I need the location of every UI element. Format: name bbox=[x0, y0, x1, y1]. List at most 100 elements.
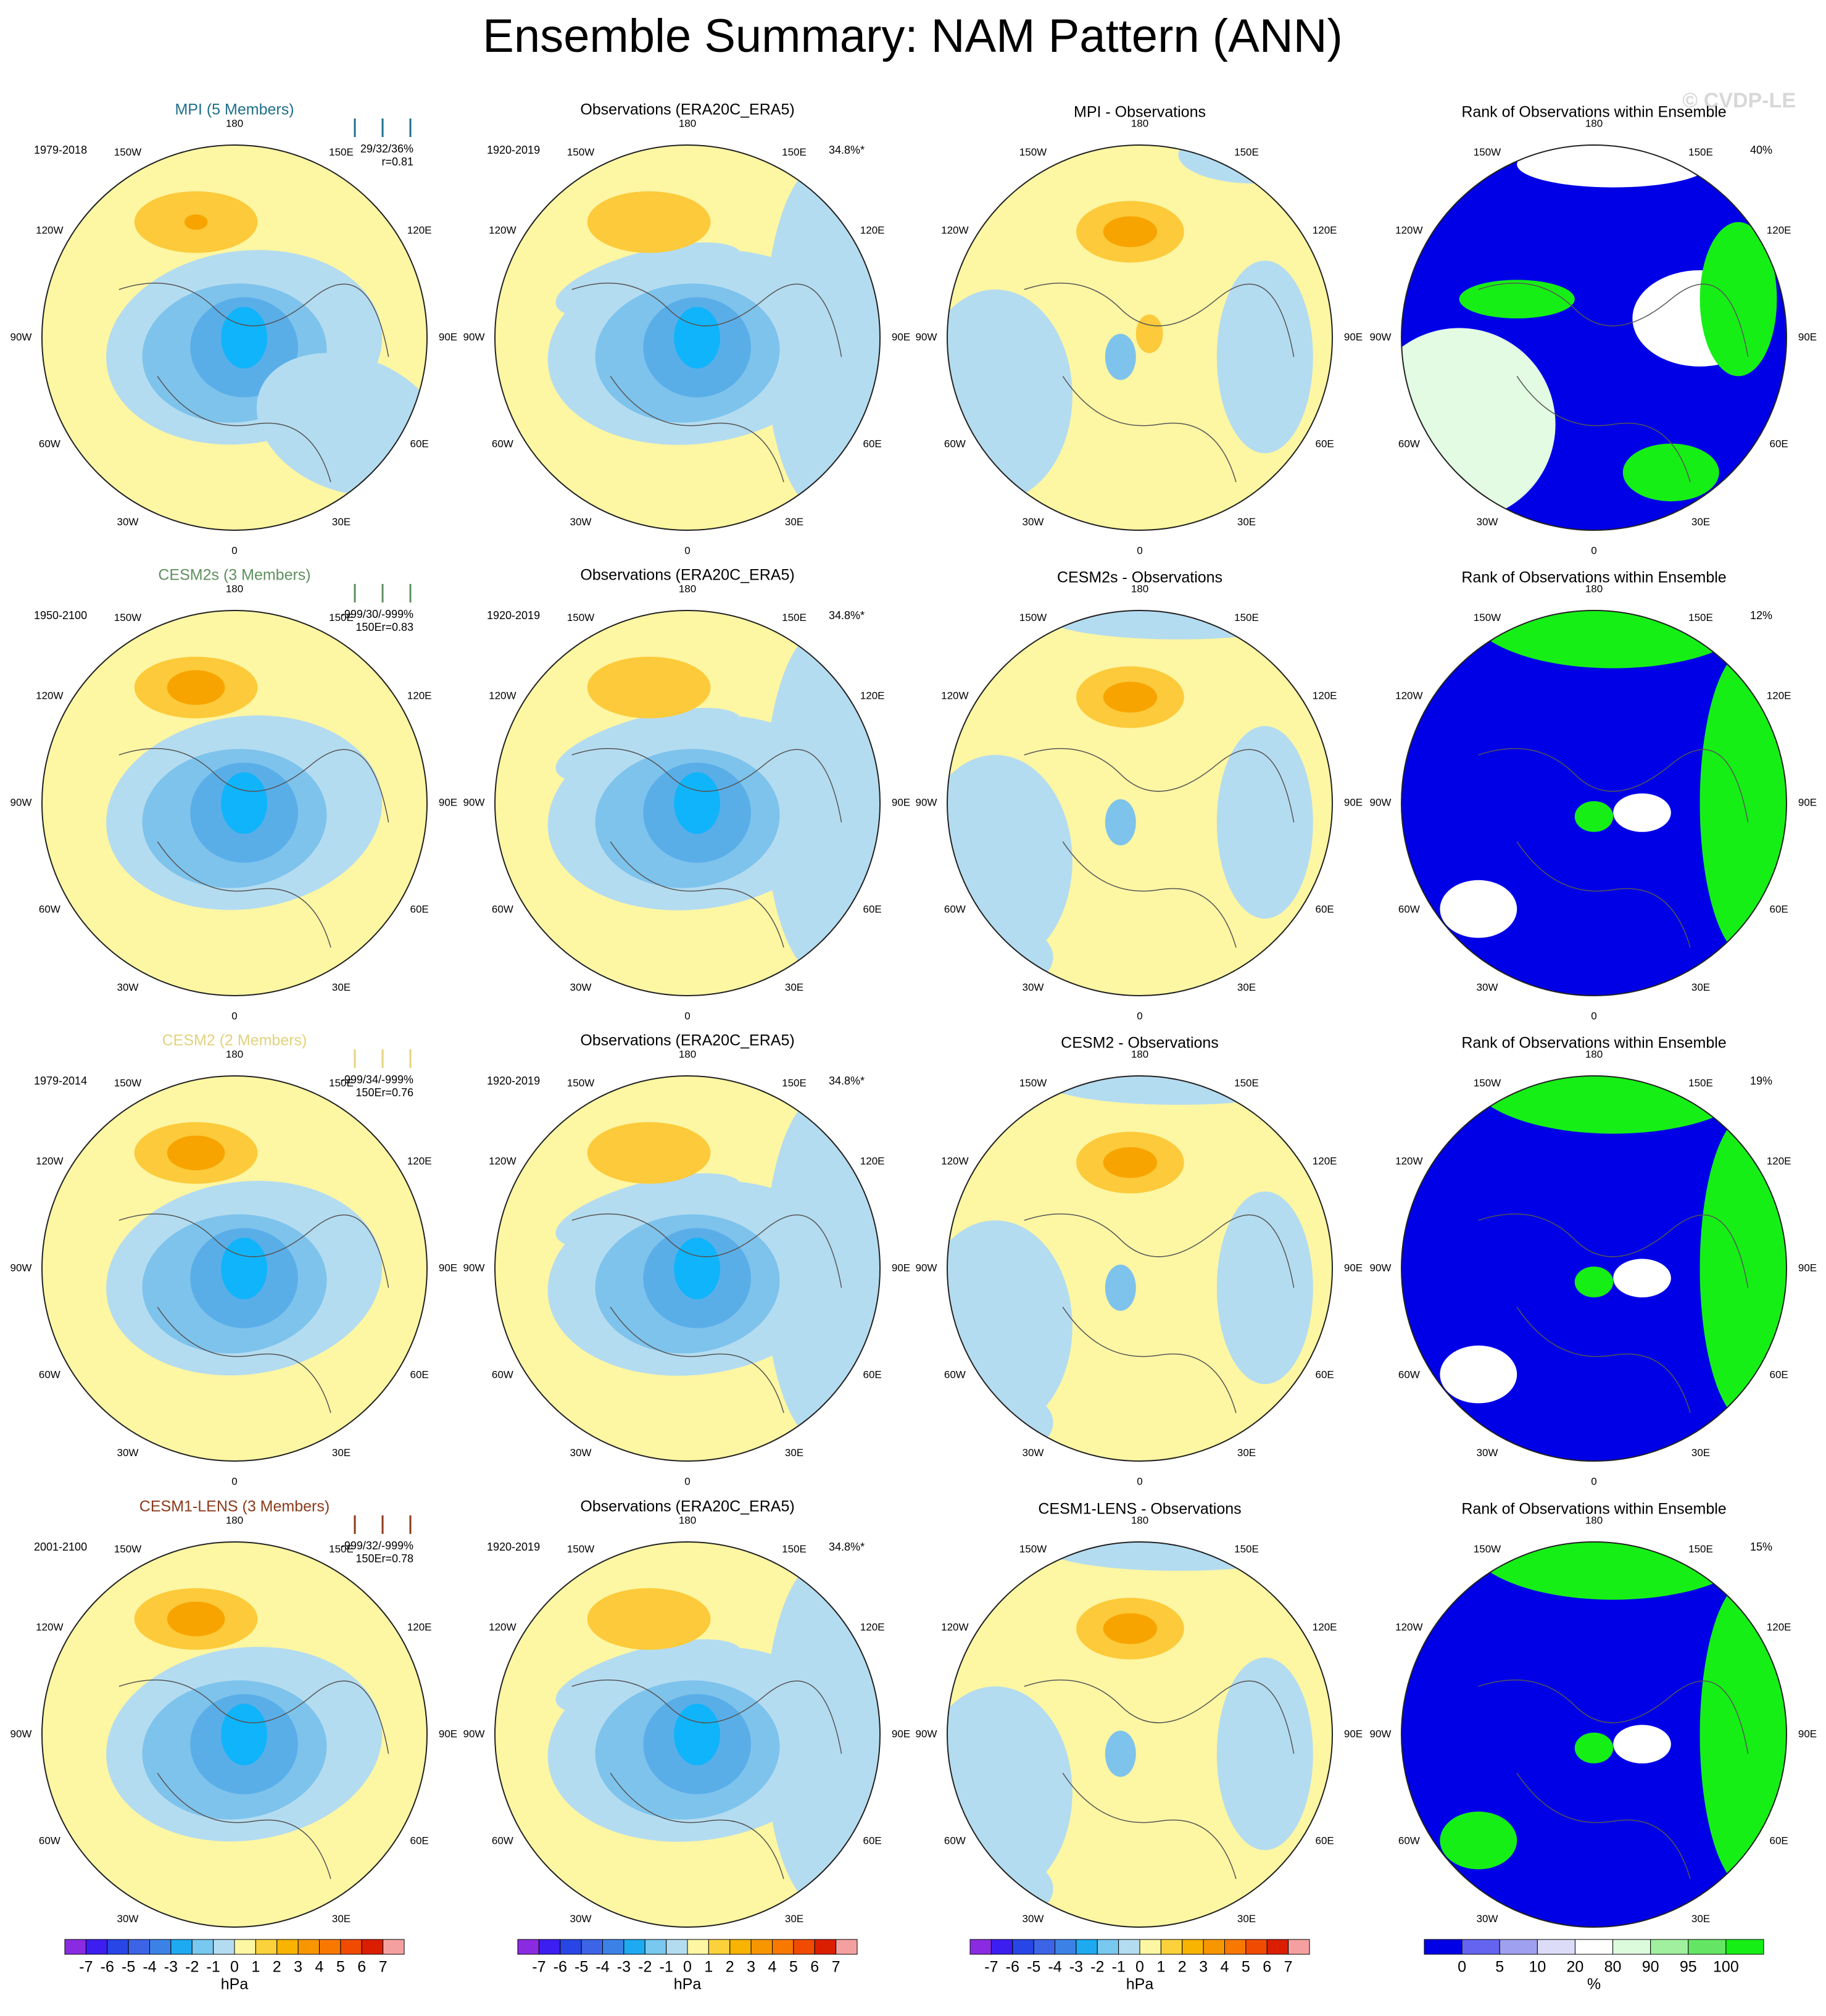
colorbar-swatch bbox=[1118, 1939, 1140, 1955]
map-label: 30W bbox=[570, 981, 592, 993]
map-label: 90W bbox=[10, 1262, 32, 1273]
map-label: 150E bbox=[1688, 1077, 1713, 1089]
map-label: 90W bbox=[916, 1262, 937, 1273]
map-label: 150W bbox=[114, 1077, 141, 1089]
field-contour bbox=[1574, 801, 1614, 832]
map-label: 150E bbox=[1688, 612, 1713, 623]
colorbar-swatch bbox=[602, 1939, 625, 1955]
map-label: 60W bbox=[1398, 1368, 1420, 1380]
map-label: 60E bbox=[410, 1368, 429, 1380]
map-label: 30E bbox=[1237, 516, 1256, 528]
map-border bbox=[947, 1075, 1333, 1462]
watermark: © CVDP-LE bbox=[1682, 89, 1796, 112]
map-label: 120E bbox=[860, 224, 885, 236]
map-border bbox=[41, 1541, 428, 1928]
colorbar-swatch bbox=[990, 1939, 1013, 1955]
field-contour bbox=[1440, 1811, 1517, 1870]
map-label: 180 bbox=[1131, 583, 1148, 594]
field-contour bbox=[947, 1220, 1073, 1433]
colorbar-swatch bbox=[708, 1939, 731, 1955]
map-label: 60W bbox=[39, 438, 60, 449]
field-contour bbox=[1574, 1266, 1614, 1297]
map-label: 60E bbox=[863, 903, 882, 915]
field-contour bbox=[674, 1238, 721, 1299]
map-label: 0 bbox=[1137, 544, 1142, 556]
field-contour bbox=[184, 214, 208, 230]
map-label: 30W bbox=[570, 1447, 592, 1459]
colorbar-unit: hPa bbox=[674, 1976, 702, 1993]
colorbar-label: 1 bbox=[704, 1959, 713, 1976]
colorbar-label: -4 bbox=[1048, 1959, 1061, 1976]
map-label: 60W bbox=[1398, 438, 1420, 449]
map-label: 90W bbox=[916, 796, 937, 808]
colorbar-swatch bbox=[666, 1939, 688, 1955]
colorbar-swatch bbox=[1224, 1939, 1247, 1955]
coastline bbox=[118, 1679, 389, 1880]
field-contour bbox=[587, 191, 711, 253]
map-label: 30E bbox=[332, 981, 351, 993]
map-label: 30W bbox=[1023, 1913, 1044, 1925]
colorbar-swatch bbox=[1650, 1939, 1689, 1955]
colorbar-swatch bbox=[149, 1939, 172, 1955]
map-label: 120E bbox=[1767, 1155, 1791, 1167]
map-border bbox=[1401, 610, 1787, 996]
model-title: CESM2s (3 Members) bbox=[158, 567, 310, 584]
map-label: 150W bbox=[1474, 1543, 1501, 1555]
map-label: 0 bbox=[1591, 1010, 1596, 1022]
map-label: 150W bbox=[114, 612, 141, 623]
colorbar-swatch bbox=[1612, 1939, 1651, 1955]
map-border bbox=[494, 144, 881, 531]
map-label: 90W bbox=[1370, 1262, 1392, 1273]
field-contour bbox=[1044, 610, 1313, 639]
map-label: 120W bbox=[1395, 224, 1422, 236]
map-label: 180 bbox=[226, 117, 243, 129]
correlation-label: 150Er=0.76 bbox=[355, 1086, 413, 1099]
colorbar-label: -3 bbox=[617, 1959, 631, 1976]
coastline bbox=[118, 282, 389, 483]
map-label: 150W bbox=[1474, 612, 1501, 623]
map-label: 0 bbox=[1137, 1475, 1142, 1487]
field-contour bbox=[1459, 280, 1575, 319]
field-contour bbox=[764, 1561, 880, 1908]
map-label: 90W bbox=[463, 1728, 485, 1739]
map-label: 60W bbox=[944, 438, 966, 449]
map-label: 60E bbox=[863, 1835, 882, 1846]
colorbar-swatch bbox=[1160, 1939, 1183, 1955]
map-label: 60E bbox=[863, 1368, 882, 1380]
field-contour bbox=[1216, 1657, 1313, 1851]
field-contour bbox=[674, 772, 721, 834]
coastline bbox=[1478, 748, 1749, 948]
colorbar-label: 6 bbox=[810, 1959, 819, 1976]
colorbar-label: -2 bbox=[1090, 1959, 1104, 1976]
colorbar-swatch bbox=[297, 1939, 320, 1955]
colorbar-swatch bbox=[1245, 1939, 1268, 1955]
map-label: 180 bbox=[226, 1514, 243, 1526]
map-label: 60W bbox=[39, 1368, 60, 1380]
colorbar-label: 7 bbox=[1284, 1959, 1293, 1976]
map-label: 30E bbox=[332, 516, 351, 528]
field-contour bbox=[221, 1704, 268, 1765]
field-contour bbox=[976, 1859, 1053, 1918]
map-label: 150W bbox=[114, 1543, 141, 1555]
map-label: 30E bbox=[1691, 1913, 1710, 1925]
map-label: 90E bbox=[1344, 1728, 1363, 1739]
polar-map bbox=[42, 1076, 427, 1461]
map-label: 90W bbox=[10, 1728, 32, 1739]
polar-map bbox=[947, 145, 1332, 530]
field-contour bbox=[1103, 681, 1158, 713]
colorbar-label: -1 bbox=[207, 1959, 220, 1976]
map-label: 120E bbox=[1767, 224, 1791, 236]
colorbar-swatch bbox=[319, 1939, 341, 1955]
field-contour bbox=[1105, 1264, 1136, 1311]
colorbar-swatch bbox=[1033, 1939, 1055, 1955]
map-label: 120E bbox=[860, 1155, 885, 1167]
map-label: 60E bbox=[1770, 1835, 1788, 1846]
map-label: 0 bbox=[684, 544, 690, 556]
colorbar-swatch bbox=[517, 1939, 539, 1955]
rank-pct: 15% bbox=[1750, 1541, 1772, 1553]
map-label: 150E bbox=[1688, 1543, 1713, 1555]
field-contour bbox=[1044, 1076, 1313, 1105]
map-label: 150W bbox=[1019, 1543, 1047, 1555]
map-label: 30W bbox=[117, 516, 139, 528]
figure-title: Ensemble Summary: NAM Pattern (ANN) bbox=[483, 10, 1343, 62]
